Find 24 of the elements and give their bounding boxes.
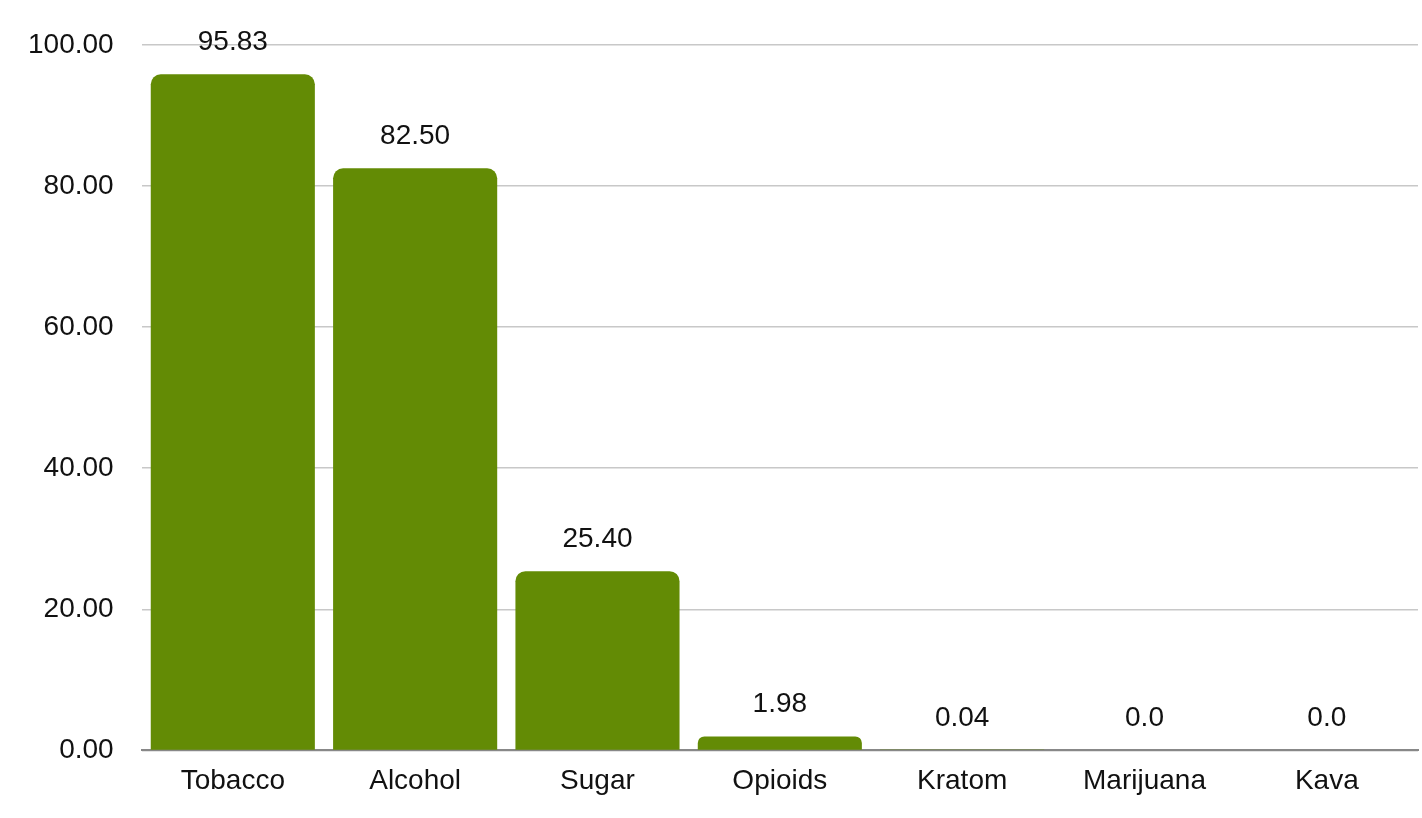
data-label: 0.04: [934, 700, 990, 732]
data-label: 82.50: [380, 119, 451, 150]
y-tick-label: 100.00: [28, 27, 114, 59]
y-tick-label: 0.00: [59, 733, 114, 765]
x-tick-label: Kava: [1294, 763, 1360, 795]
data-label: 25.40: [562, 521, 633, 553]
x-tick-label: Tobacco: [180, 763, 285, 795]
x-tick-label: Sugar: [560, 763, 635, 795]
y-tick-label: 20.00: [43, 592, 114, 623]
y-tick-label: 80.00: [43, 168, 114, 200]
x-tick-label: Opioids: [732, 763, 828, 795]
data-label: 95.83: [197, 24, 268, 56]
x-tick-label: Kratom: [917, 763, 1008, 795]
y-tick-label: 60.00: [43, 309, 114, 341]
bar: [697, 736, 862, 750]
data-label: 0.0: [1125, 701, 1164, 733]
x-tick-label: Alcohol: [369, 763, 462, 795]
data-label: 0.0: [1307, 701, 1347, 733]
bar: [150, 74, 315, 750]
bar: [515, 571, 680, 750]
x-tick-label: Marijuana: [1083, 763, 1207, 795]
y-tick-label: 40.00: [43, 450, 114, 482]
bar: [333, 168, 498, 750]
data-label: 1.98: [752, 687, 808, 719]
